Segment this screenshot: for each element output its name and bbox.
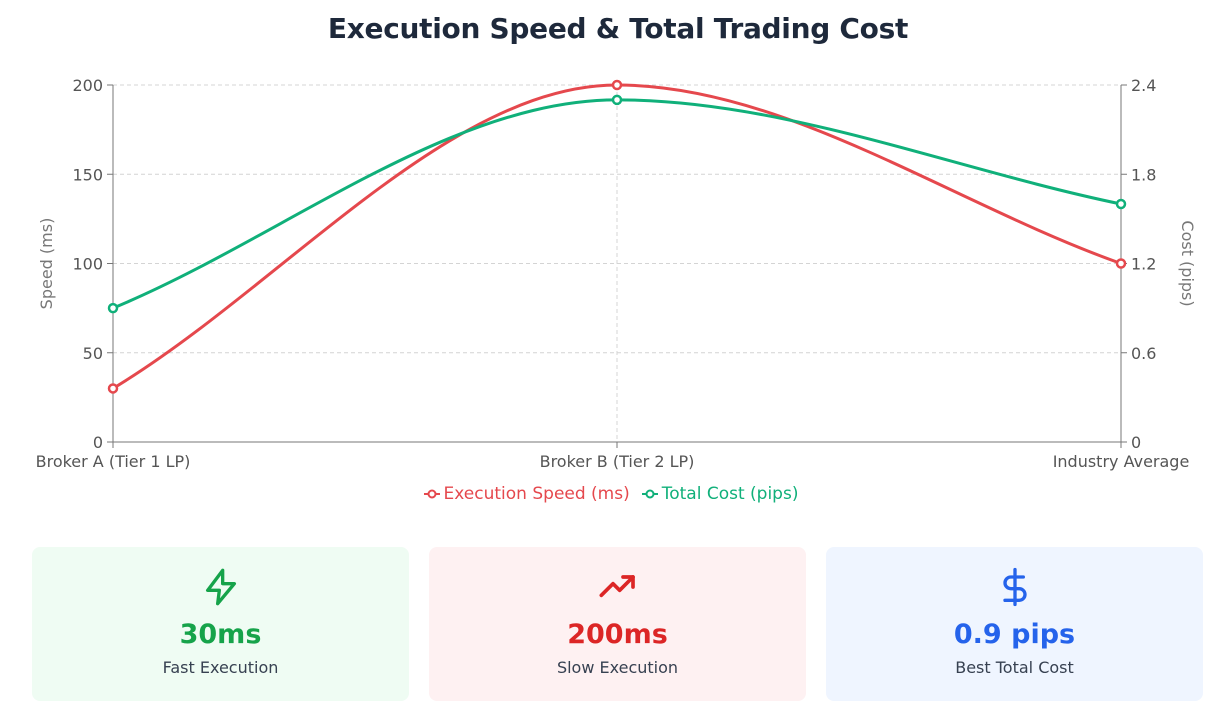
y-left-tick-label: 200 xyxy=(72,76,103,95)
chart-title: Execution Speed & Total Trading Cost xyxy=(327,12,909,45)
card-label-cost: Best Total Cost xyxy=(955,658,1074,677)
card-fast-execution: 30ms Fast Execution xyxy=(32,547,409,701)
y-right-tick-label: 0.6 xyxy=(1131,344,1156,363)
lightning-icon xyxy=(205,568,236,606)
x-tick-label: Broker B (Tier 2 LP) xyxy=(540,452,695,471)
x-tick-label: Industry Average xyxy=(1053,452,1190,471)
y-right-axis-title: Cost (pips) xyxy=(1178,220,1197,306)
card-slow-execution: 200ms Slow Execution xyxy=(429,547,806,701)
legend-label-execution-speed: Execution Speed (ms) xyxy=(443,484,630,504)
y-left-axis-title: Speed (ms) xyxy=(37,218,56,310)
data-point-execution-speed xyxy=(1115,258,1127,269)
card-label-fast: Fast Execution xyxy=(162,658,279,677)
y-right-tick-label: 1.8 xyxy=(1131,165,1156,184)
card-value-cost: 0.9 pips xyxy=(953,619,1076,650)
y-right-tick-label: 2.4 xyxy=(1131,76,1156,95)
data-point-total-cost xyxy=(1115,198,1127,210)
x-tick-label: Broker A (Tier 1 LP) xyxy=(36,452,191,471)
summary-cards: 30ms Fast Execution 200ms Slow Execution… xyxy=(32,547,1203,701)
card-best-cost: 0.9 pips Best Total Cost xyxy=(826,547,1203,701)
trending-up-icon xyxy=(599,575,635,598)
dollar-icon xyxy=(1002,567,1027,607)
legend-swatch-total-cost xyxy=(641,489,658,499)
card-label-slow: Slow Execution xyxy=(556,658,679,677)
y-left-tick-label: 0 xyxy=(93,433,103,452)
data-point-execution-speed xyxy=(107,383,119,394)
data-point-execution-speed xyxy=(611,79,623,91)
card-value-fast: 30ms xyxy=(179,619,262,650)
y-left-tick-label: 150 xyxy=(72,165,103,184)
line-chart: 0 50 100 150 200 0 0.6 1.2 1.8 2.4 Broker A (Tier … xyxy=(36,76,1197,471)
legend-swatch-execution-speed xyxy=(423,489,440,499)
card-value-slow: 200ms xyxy=(567,619,668,650)
legend-item-execution-speed[interactable]: Execution Speed (ms) xyxy=(423,484,630,504)
data-point-total-cost xyxy=(107,302,119,314)
legend-label-total-cost: Total Cost (pips) xyxy=(661,484,799,504)
y-left-tick-label: 100 xyxy=(72,255,103,274)
data-point-total-cost xyxy=(611,94,623,106)
y-right-tick-label: 0 xyxy=(1131,433,1141,452)
legend-item-total-cost[interactable]: Total Cost (pips) xyxy=(641,484,799,504)
chart-legend: Execution Speed (ms) Total Cost (pips) xyxy=(0,484,1220,504)
y-right-tick-label: 1.2 xyxy=(1131,255,1156,274)
y-left-tick-label: 50 xyxy=(83,344,103,363)
